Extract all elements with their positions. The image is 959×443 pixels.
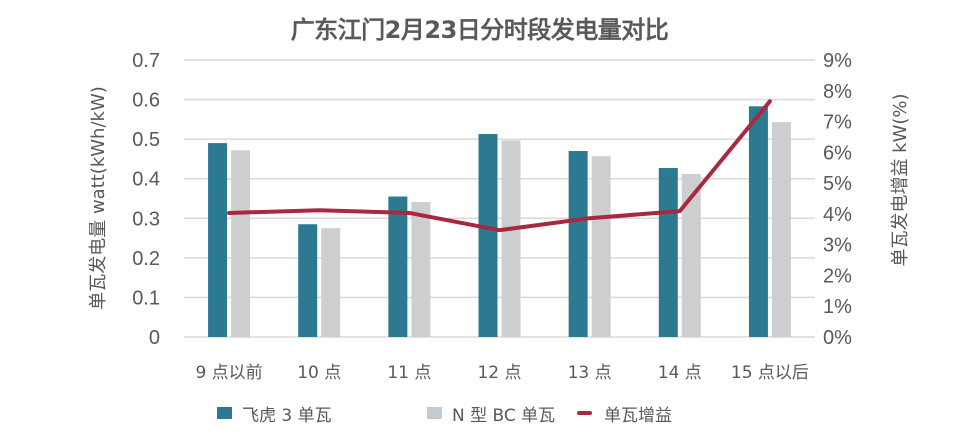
x-tick-label: 11 点 [387,363,431,383]
right-tick-label: 0% [823,327,852,349]
legend: 飞虎 3 单瓦 N 型 BC 单瓦 单瓦增益 [0,400,959,426]
bar [681,173,701,337]
bar [321,228,341,337]
x-axis-labels: 9 点以前 10 点 11 点 12 点 13 点 14 点 15 点以后 [195,363,808,383]
left-tick-label: 0.5 [132,129,160,151]
right-tick-label: 6% [823,142,852,164]
right-tick-label: 2% [823,265,852,287]
gridlines [184,59,815,338]
bar [478,133,498,337]
legend-item-feihu: 飞虎 3 单瓦 [217,400,332,426]
legend-swatch-teal-icon [217,407,232,419]
x-tick-label: 13 点 [568,363,612,383]
right-tick-label: 3% [823,235,852,257]
right-tick-label: 5% [823,173,852,195]
bars [208,106,791,338]
x-tick-label: 10 点 [297,363,341,383]
left-tick-label: 0.4 [132,169,160,191]
legend-swatch-gray-icon [427,407,442,419]
left-tick-label: 0.2 [132,248,160,270]
legend-item-nbc: N 型 BC 单瓦 [427,400,555,426]
left-tick-label: 0 [149,327,160,349]
right-tick-label: 8% [823,81,852,103]
bar [298,224,318,337]
bar [771,122,791,338]
bar [748,106,768,337]
bar [208,143,228,337]
x-tick-label: 12 点 [477,363,521,383]
x-tick-label: 15 点以后 [731,363,809,383]
gain-polyline [227,99,772,233]
bar [411,202,431,337]
left-tick-label: 0.6 [132,90,160,112]
right-tick-label: 9% [823,50,852,72]
legend-label: 飞虎 3 单瓦 [242,405,332,426]
bar [501,140,521,337]
bar [231,150,251,337]
right-axis-ticks: 0% 1% 2% 3% 4% 5% 6% 7% 8% 9% [823,50,852,349]
left-axis-title: 单瓦发电量 watt(kWh/kW) [88,86,109,310]
left-tick-label: 0.3 [132,208,160,230]
legend-label: N 型 BC 单瓦 [452,405,556,426]
bar [658,168,678,337]
right-tick-label: 7% [823,112,852,134]
left-axis-ticks: 0 0.1 0.2 0.3 0.4 0.5 0.6 0.7 [132,50,160,349]
legend-label: 单瓦增益 [604,405,672,426]
chart-title: 广东江门2月23日分时段发电量对比 [290,16,669,44]
bar [568,151,588,337]
right-tick-label: 4% [823,204,852,226]
gain-line [227,99,772,233]
right-axis-title: 单瓦发电增益 kW(%) [890,93,911,266]
legend-line-red-icon [577,411,592,415]
bar [591,156,611,337]
left-tick-label: 0.1 [132,287,160,309]
right-tick-label: 1% [823,296,852,318]
x-tick-label: 14 点 [658,363,702,383]
left-tick-label: 0.7 [132,50,160,72]
bar [388,196,408,337]
legend-item-gain: 单瓦增益 [577,400,672,426]
x-tick-label: 9 点以前 [195,363,262,383]
